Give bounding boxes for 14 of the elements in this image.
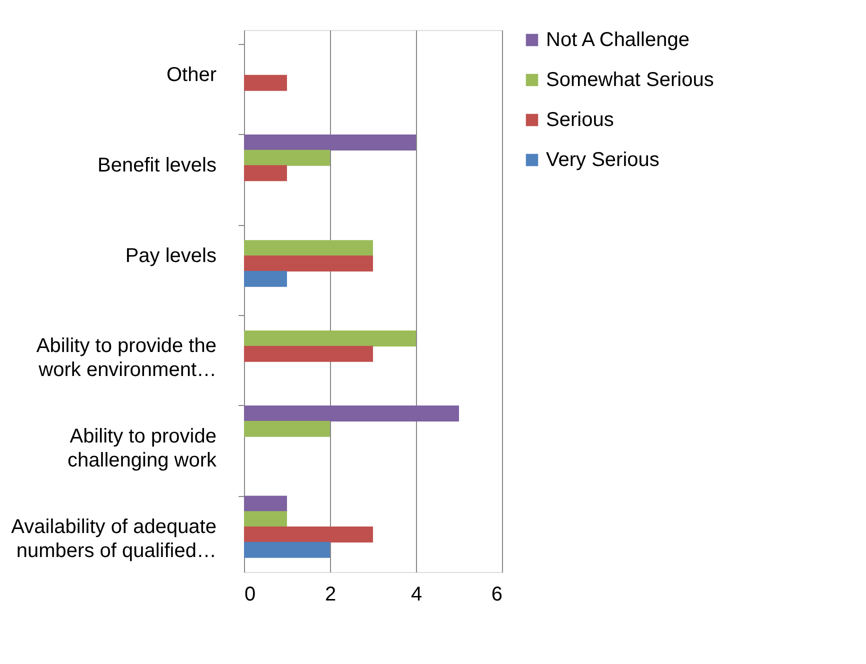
y-tick-label: Availability of adequate numbers of qualified…: [11, 516, 216, 562]
legend-label: Serious: [546, 109, 614, 131]
y-tick-label: Other: [166, 64, 217, 86]
y-tick-label: Ability to provide the work environment…: [36, 335, 216, 382]
x-tick-label: 0: [244, 584, 256, 606]
y-tick-label: Ability to provide challenging work: [68, 426, 218, 472]
x-tick-label: 4: [410, 584, 422, 606]
legend-label: Not A Challenge: [546, 29, 690, 51]
legend-label: Somewhat Serious: [546, 69, 714, 91]
x-tick-label: 6: [491, 584, 502, 606]
y-tick-label: Benefit levels: [98, 154, 216, 176]
x-tick-label: 2: [324, 584, 336, 606]
legend-label: Very Serious: [546, 149, 660, 171]
y-tick-label: Pay levels: [125, 244, 216, 267]
